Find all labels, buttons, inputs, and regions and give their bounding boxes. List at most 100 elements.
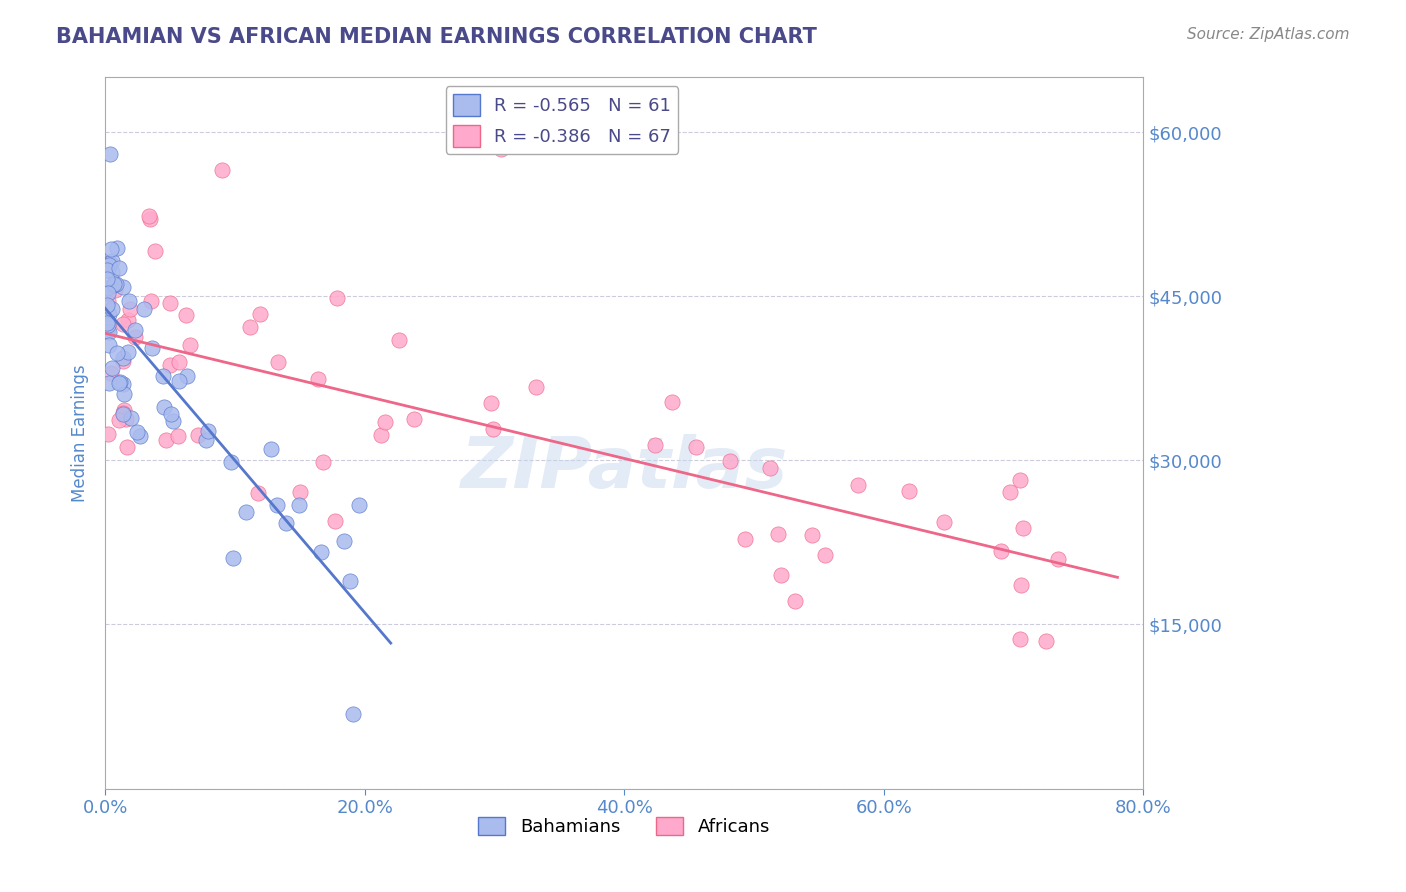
Legend: Bahamians, Africans: Bahamians, Africans: [471, 810, 778, 844]
Point: [103, 278, 125, 293]
Point: [307, 372, 329, 386]
Point: [120, 410, 142, 425]
Point: [112, 406, 135, 420]
Point: [661, 394, 683, 409]
Point: [290, 485, 312, 500]
Point: [100, 242, 122, 256]
Point: [846, 478, 869, 492]
Point: [260, 442, 283, 457]
Point: [105, 241, 128, 255]
Point: [734, 532, 756, 546]
Point: [1010, 632, 1032, 646]
Point: [111, 377, 134, 392]
Point: [97, 258, 120, 272]
Point: [1046, 552, 1069, 566]
Point: [339, 574, 361, 588]
Point: [107, 261, 129, 276]
Point: [111, 354, 134, 368]
Point: [1035, 633, 1057, 648]
Point: [103, 277, 125, 291]
Point: [117, 345, 139, 359]
Point: [105, 346, 128, 360]
Point: [108, 376, 131, 390]
Point: [759, 461, 782, 475]
Point: [98, 147, 121, 161]
Point: [388, 333, 411, 347]
Point: [97, 286, 120, 301]
Point: [934, 515, 956, 529]
Point: [111, 317, 134, 331]
Point: [644, 437, 666, 451]
Point: [174, 308, 197, 322]
Point: [117, 313, 139, 327]
Point: [159, 407, 181, 421]
Point: [141, 341, 163, 355]
Point: [101, 361, 124, 376]
Y-axis label: Median Earnings: Median Earnings: [72, 364, 89, 502]
Point: [167, 374, 190, 388]
Point: [166, 429, 188, 443]
Point: [159, 296, 181, 310]
Point: [785, 594, 807, 608]
Point: [159, 359, 181, 373]
Point: [107, 413, 129, 427]
Point: [179, 338, 201, 352]
Point: [162, 414, 184, 428]
Point: [1012, 521, 1035, 535]
Point: [100, 366, 122, 380]
Point: [342, 706, 364, 721]
Point: [127, 425, 149, 440]
Point: [97, 307, 120, 321]
Point: [97, 376, 120, 391]
Point: [124, 323, 146, 337]
Point: [374, 416, 396, 430]
Point: [768, 527, 790, 541]
Point: [247, 485, 270, 500]
Point: [115, 411, 138, 425]
Point: [96, 316, 118, 330]
Point: [176, 369, 198, 384]
Point: [333, 534, 356, 549]
Point: [489, 142, 512, 156]
Point: [138, 209, 160, 223]
Point: [187, 428, 209, 442]
Point: [112, 403, 135, 417]
Point: [266, 355, 288, 369]
Point: [96, 263, 118, 277]
Point: [101, 301, 124, 316]
Point: [139, 211, 162, 226]
Point: [101, 265, 124, 279]
Point: [1010, 578, 1032, 592]
Point: [97, 318, 120, 333]
Point: [239, 320, 262, 334]
Point: [118, 294, 141, 309]
Point: [685, 441, 707, 455]
Point: [155, 433, 177, 447]
Point: [112, 407, 135, 421]
Point: [235, 505, 257, 519]
Point: [105, 277, 128, 291]
Point: [96, 272, 118, 286]
Point: [219, 455, 242, 469]
Point: [197, 425, 219, 439]
Point: [124, 330, 146, 344]
Point: [129, 429, 152, 443]
Point: [1000, 484, 1022, 499]
Point: [249, 307, 271, 321]
Point: [134, 302, 156, 317]
Point: [897, 483, 920, 498]
Point: [98, 337, 121, 351]
Point: [153, 400, 176, 414]
Point: [990, 543, 1012, 558]
Point: [276, 516, 298, 530]
Point: [108, 375, 131, 389]
Point: [266, 499, 288, 513]
Point: [112, 386, 135, 401]
Point: [325, 291, 347, 305]
Point: [111, 351, 134, 365]
Point: [222, 551, 245, 566]
Point: [115, 440, 138, 454]
Text: ZIPatlas: ZIPatlas: [461, 434, 787, 503]
Point: [112, 280, 135, 294]
Point: [96, 280, 118, 294]
